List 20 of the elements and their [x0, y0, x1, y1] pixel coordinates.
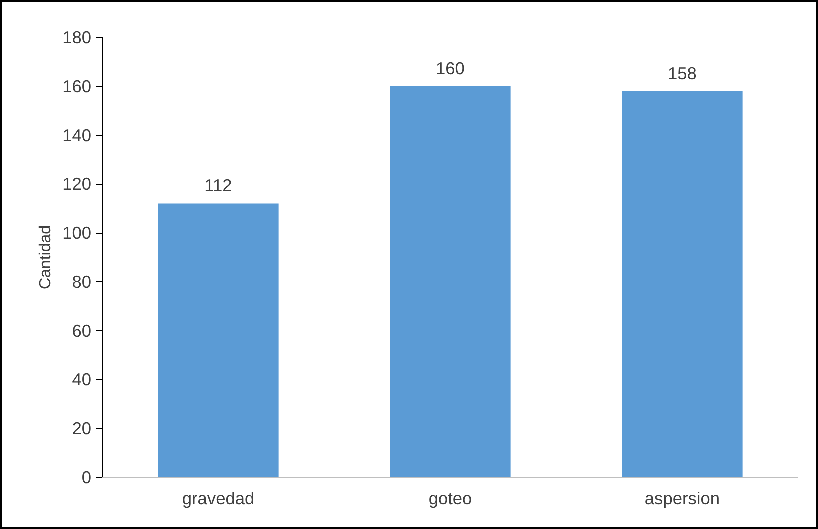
y-axis-title: Cantidad — [38, 225, 55, 290]
y-tick-label: 60 — [72, 320, 92, 341]
y-tick-label: 140 — [62, 125, 92, 146]
bar — [622, 91, 743, 478]
x-tick-label: gravedad — [182, 488, 255, 508]
y-tick-label: 20 — [72, 418, 92, 439]
y-tick-label: 160 — [62, 76, 92, 96]
y-tick-label: 0 — [82, 468, 92, 488]
data-label: 158 — [668, 63, 697, 84]
y-tick-label: 120 — [62, 174, 92, 194]
bar — [390, 86, 511, 478]
y-tick-label: 180 — [62, 28, 92, 48]
data-label: 112 — [204, 176, 232, 196]
data-label: 160 — [436, 58, 465, 78]
y-tick-label: 40 — [72, 370, 92, 390]
y-tick-label: 100 — [62, 223, 92, 244]
y-tick-label: 80 — [72, 272, 92, 292]
bar — [158, 204, 279, 478]
x-tick-label: goteo — [428, 488, 472, 508]
x-tick-label: aspersion — [644, 488, 720, 508]
